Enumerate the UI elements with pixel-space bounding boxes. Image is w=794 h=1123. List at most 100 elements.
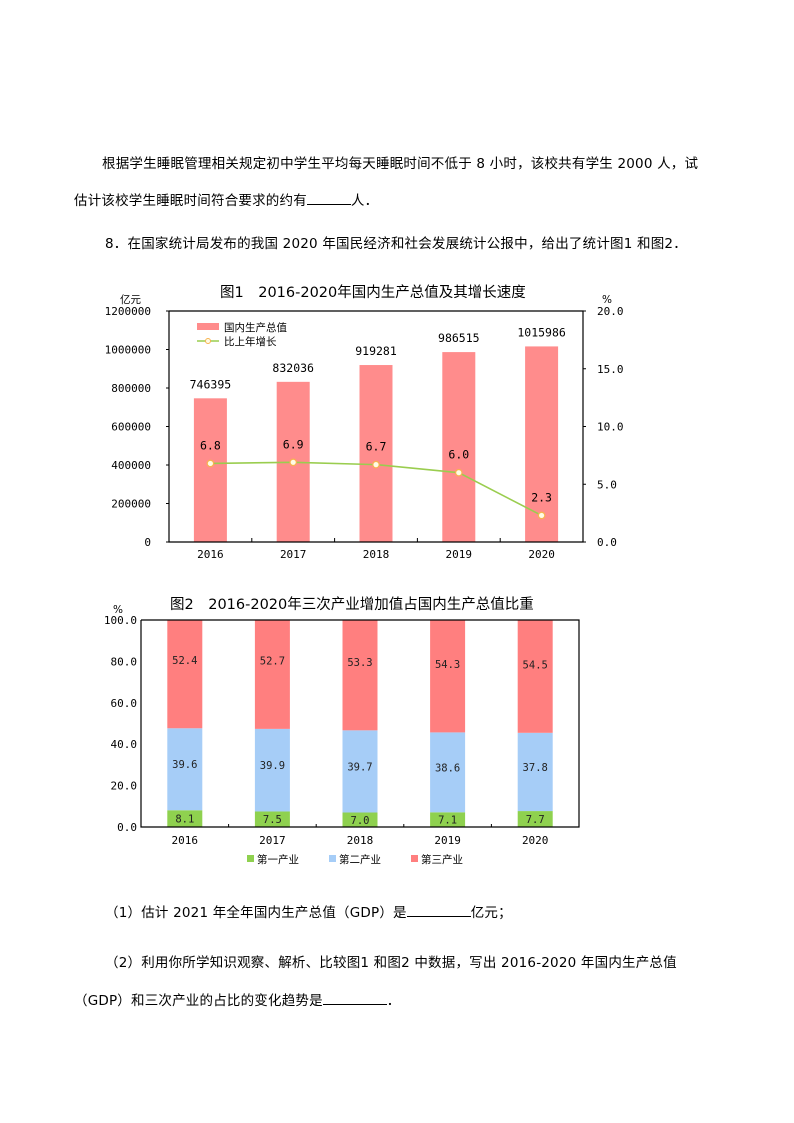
svg-text:第一产业: 第一产业 [257,853,299,866]
share-bar-segment [430,732,466,813]
svg-text:0.0: 0.0 [117,821,137,834]
svg-text:7.7: 7.7 [526,814,545,826]
svg-text:2018: 2018 [347,834,374,847]
chart1-y2-axis-unit: % [602,294,612,306]
svg-text:8.1: 8.1 [175,814,194,826]
svg-text:100.0: 100.0 [104,614,137,627]
svg-text:40.0: 40.0 [111,738,138,751]
growth-point [454,468,463,477]
gdp-bar [193,398,227,542]
question-8-intro: 8．在国家统计局发布的我国 2020 年国民经济和社会发展统计公报中，给出了统计… [105,236,687,252]
svg-text:38.6: 38.6 [435,762,460,774]
svg-text:6.0: 6.0 [448,448,469,462]
svg-text:400000: 400000 [111,459,151,472]
svg-text:7.1: 7.1 [438,815,457,827]
svg-text:600000: 600000 [111,421,151,434]
svg-text:5.0: 5.0 [597,478,617,491]
sub-question-2-line2: （GDP）和三次产业的占比的变化趋势是 ． [74,989,401,1009]
svg-text:832036: 832036 [272,361,314,375]
chart1-plot-area: 746395 2016 832036 2017 919281 2018 986515 2019… [105,305,624,561]
svg-text:54.3: 54.3 [435,659,460,671]
svg-text:第二产业: 第二产业 [339,853,381,866]
sub-question-2-line1: （2）利用你所学知识观察、解析、比较图1 和图2 中数据，写出 2016-202… [105,955,677,971]
svg-text:54.5: 54.5 [523,660,548,672]
svg-text:6.8: 6.8 [200,438,221,452]
svg-text:1000000: 1000000 [105,344,151,357]
svg-text:6.9: 6.9 [283,437,304,451]
share-bar-segment [430,812,466,827]
svg-text:2017: 2017 [259,834,286,847]
sub-question-2-end: ． [386,993,401,1009]
svg-text:53.3: 53.3 [347,657,372,669]
svg-text:6.7: 6.7 [366,440,387,454]
answer-blank-trend[interactable] [322,990,387,1005]
gdp-bar [359,365,393,542]
svg-text:39.7: 39.7 [347,761,372,773]
svg-text:2018: 2018 [363,548,390,561]
share-bar-segment [517,732,553,812]
chart1-y-axis-unit: 亿元 [120,293,141,306]
share-bar-segment [167,810,203,827]
share-bar-segment [254,620,290,729]
svg-text:746395: 746395 [190,377,232,391]
share-bar-segment [254,811,290,827]
svg-text:37.8: 37.8 [523,762,548,774]
svg-text:20.0: 20.0 [111,780,138,793]
gdp-bar [442,352,476,542]
paragraph-sleep-line2-end: 人． [350,193,379,209]
share-bar-segment [167,728,203,811]
chart-gdp-growth: 图1 2016-2020年国内生产总值及其增长速度 亿元 % 746395 201… [90,278,650,568]
share-bar-segment [517,620,553,733]
svg-text:7.5: 7.5 [263,814,282,826]
svg-text:国内生产总值: 国内生产总值 [224,321,287,334]
growth-point [206,459,215,468]
svg-text:200000: 200000 [111,498,151,511]
growth-point [537,511,546,520]
chart2-y-axis-unit: % [113,604,123,616]
svg-text:0.0: 0.0 [597,536,617,549]
svg-text:1200000: 1200000 [105,305,151,318]
svg-text:2019: 2019 [434,834,461,847]
svg-text:7.0: 7.0 [351,815,370,827]
share-bar-segment [254,728,290,812]
answer-blank-students[interactable] [306,190,351,205]
svg-text:10.0: 10.0 [597,421,624,434]
share-bar-segment [342,620,378,731]
svg-text:第三产业: 第三产业 [421,853,463,866]
svg-text:919281: 919281 [355,344,397,358]
svg-text:1015986: 1015986 [517,325,566,339]
share-bar-segment [342,812,378,827]
chart2-title: 图2 2016-2020年三次产业增加值占国内生产总值比重 [170,596,534,613]
sub-question-1-text: （1）估计 2021 年全年国内生产总值（GDP）是 [105,905,407,921]
svg-text:52.7: 52.7 [260,656,285,668]
share-bar-segment [517,811,553,827]
svg-text:2016: 2016 [197,548,224,561]
svg-text:2016: 2016 [172,834,199,847]
svg-text:39.9: 39.9 [260,760,285,772]
svg-text:20.0: 20.0 [597,305,624,318]
share-bar-segment [430,620,466,733]
share-bar-segment [342,730,378,813]
svg-text:2020: 2020 [522,834,549,847]
svg-text:0: 0 [144,536,151,549]
share-bar-segment [167,620,203,729]
svg-text:2019: 2019 [446,548,473,561]
chart-industry-share: 图2 2016-2020年三次产业增加值占国内生产总值比重 % 8.1 39.6 5… [95,590,595,875]
paragraph-sleep-line2-text: 估计该校学生睡眠时间符合要求的约有 [74,193,307,209]
paragraph-sleep-line2: 估计该校学生睡眠时间符合要求的约有 人． [74,189,378,209]
sub-question-1-unit: 亿元； [470,905,512,921]
growth-point [372,460,380,469]
sub-question-2-text: （GDP）和三次产业的占比的变化趋势是 [74,993,323,1009]
svg-text:60.0: 60.0 [111,697,138,710]
svg-text:52.4: 52.4 [172,655,197,667]
svg-text:986515: 986515 [438,331,480,345]
svg-text:39.6: 39.6 [172,759,197,771]
sub-question-1: （1）估计 2021 年全年国内生产总值（GDP）是 亿元； [105,901,512,921]
answer-blank-gdp-2021[interactable] [406,902,471,917]
paragraph-sleep-line1: 根据学生睡眠管理相关规定初中学生平均每天睡眠时间不低于 8 小时，该校共有学生 … [102,156,699,172]
svg-text:15.0: 15.0 [597,363,624,376]
svg-text:2.3: 2.3 [531,490,552,504]
svg-text:2020: 2020 [528,548,555,561]
chart2-plot-area: 8.1 39.6 52.4 2016 7.5 39.9 52.7 2017 7.0 39.7 53.… [104,614,580,866]
svg-text:2017: 2017 [280,548,307,561]
